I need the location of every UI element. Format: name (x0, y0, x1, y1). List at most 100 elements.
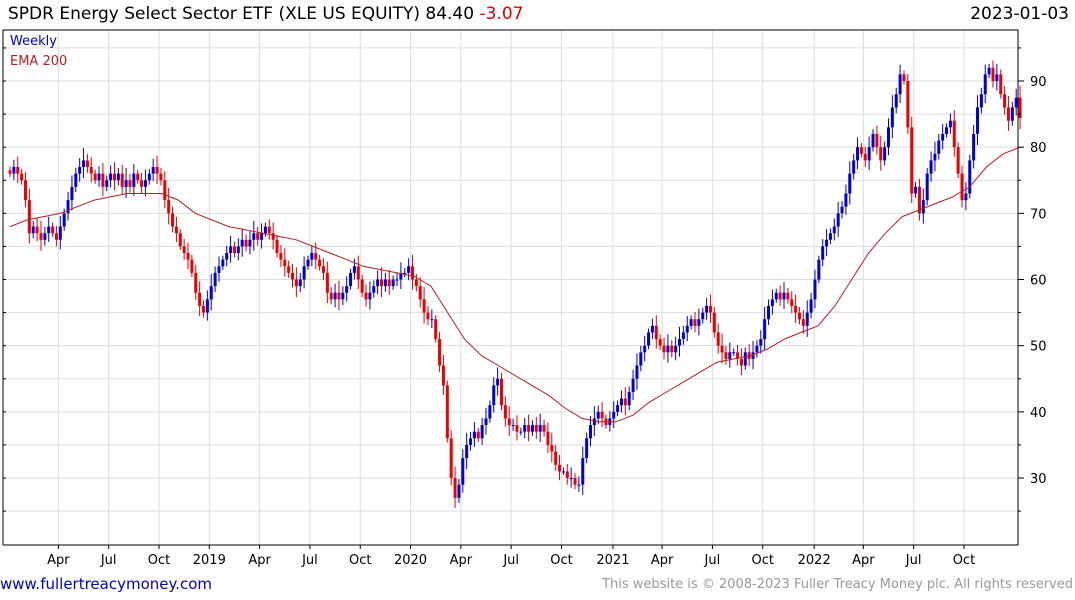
candle (105, 175, 109, 192)
candle (364, 284, 368, 307)
candle-body (627, 391, 631, 406)
candle-body (902, 74, 906, 81)
candle (794, 294, 798, 323)
candle-body (240, 239, 244, 247)
candle-body (523, 425, 527, 432)
candle (933, 141, 937, 172)
y-tick-label: 90 (1030, 75, 1047, 90)
candle-body (438, 339, 442, 366)
candle-body (999, 74, 1003, 95)
price-chart: 30 40 50 60 70 80 90 Apr Jul Oct 2019 Apr Jul Oct 2020… (2, 29, 1047, 568)
candle (395, 272, 399, 287)
candle-body (917, 186, 921, 214)
candle-body (886, 127, 890, 148)
candle-body (871, 133, 875, 148)
candle (623, 387, 627, 416)
candle-body (310, 253, 314, 260)
candle (132, 163, 136, 196)
candle (863, 146, 867, 167)
candle-body (619, 398, 623, 406)
x-tick-label: Oct (953, 553, 975, 568)
candle-body (85, 160, 89, 168)
candle-body (581, 458, 585, 485)
candle-body (376, 279, 380, 287)
candle-body (480, 425, 484, 439)
candle (112, 162, 116, 191)
candle (178, 229, 182, 250)
candle (859, 143, 863, 158)
candle (995, 63, 999, 91)
candle-body (770, 299, 774, 306)
candle (441, 354, 445, 395)
candle-body (221, 259, 225, 267)
candle-body (202, 305, 205, 313)
candle-body (399, 272, 403, 280)
candle-body (418, 286, 422, 300)
candle (763, 306, 767, 351)
candle (1014, 88, 1018, 116)
candle-body (983, 74, 987, 95)
candle (85, 153, 89, 173)
x-tick-label: 2022 (798, 553, 831, 568)
candle (279, 244, 283, 267)
candle (445, 380, 449, 443)
candle-body (383, 279, 387, 287)
candle-body (732, 352, 736, 354)
candle-body (124, 180, 128, 187)
candle-body (329, 292, 333, 300)
website-link[interactable]: www.fullertreacymoney.com (0, 575, 213, 593)
candle-body (225, 253, 229, 260)
candle-body (534, 425, 538, 432)
candle (1006, 96, 1010, 131)
candle (739, 348, 743, 376)
candle-body (948, 120, 952, 128)
candle (472, 421, 476, 448)
candle (283, 248, 287, 277)
candle-body (662, 345, 666, 353)
candle (221, 255, 225, 270)
candle (724, 345, 728, 365)
candle (797, 306, 801, 325)
candle (894, 87, 898, 114)
candle (581, 446, 585, 495)
candle (705, 297, 709, 320)
candle (217, 256, 221, 282)
candle-body (821, 246, 825, 260)
candle (635, 353, 639, 390)
candle (202, 300, 205, 318)
candle (515, 415, 519, 441)
candle (778, 285, 782, 306)
candle (728, 342, 732, 368)
candle-body (759, 339, 763, 346)
candle (453, 466, 457, 509)
candle (182, 239, 186, 260)
candle (530, 420, 534, 437)
candle (678, 326, 682, 357)
candle-body (507, 418, 511, 426)
candle-body (120, 173, 124, 187)
candle-body (151, 167, 155, 174)
candle (159, 168, 163, 186)
candle (414, 273, 418, 292)
candle (43, 226, 47, 246)
candle (809, 292, 813, 319)
candle-body (488, 405, 492, 419)
candle (260, 223, 264, 249)
candle-body (503, 405, 507, 419)
candle-body (260, 233, 264, 240)
candle-body (302, 266, 306, 280)
candle-body (929, 160, 933, 174)
candle (875, 125, 879, 155)
x-tick-label: 2021 (596, 553, 629, 568)
candle-body (8, 170, 12, 174)
candle (616, 400, 620, 417)
candle (93, 169, 97, 184)
price-change: -3.07 (479, 4, 524, 24)
candle (1003, 86, 1007, 115)
candle-body (93, 173, 97, 181)
candle (708, 294, 712, 323)
candle (54, 225, 58, 247)
candle (743, 347, 747, 370)
candle (349, 268, 353, 290)
candle-body (546, 431, 550, 445)
